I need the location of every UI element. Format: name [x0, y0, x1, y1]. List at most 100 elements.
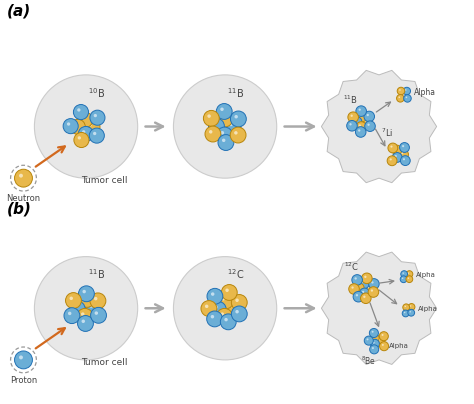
Circle shape [408, 278, 409, 279]
Circle shape [217, 120, 233, 136]
Circle shape [369, 279, 379, 289]
Circle shape [361, 293, 371, 303]
Circle shape [220, 312, 224, 316]
Circle shape [402, 272, 404, 274]
Circle shape [349, 123, 352, 126]
Circle shape [351, 117, 362, 127]
Circle shape [356, 106, 366, 116]
Text: $^{10}$B: $^{10}$B [88, 86, 105, 100]
Circle shape [367, 286, 370, 288]
Circle shape [351, 286, 354, 289]
Circle shape [362, 291, 364, 293]
Circle shape [222, 139, 226, 142]
Circle shape [350, 115, 353, 117]
Circle shape [361, 281, 364, 283]
Circle shape [209, 130, 212, 134]
Circle shape [15, 169, 32, 187]
Circle shape [35, 75, 137, 178]
Circle shape [217, 308, 232, 324]
Circle shape [358, 109, 361, 111]
Circle shape [205, 305, 209, 308]
Circle shape [382, 344, 384, 346]
Circle shape [369, 328, 378, 337]
Circle shape [361, 117, 372, 127]
Circle shape [78, 118, 93, 134]
Text: (b): (b) [7, 201, 31, 216]
Circle shape [372, 347, 374, 349]
Circle shape [210, 315, 214, 318]
Circle shape [212, 122, 216, 126]
Circle shape [205, 126, 221, 142]
Circle shape [19, 356, 23, 360]
Circle shape [408, 303, 415, 310]
Text: Alpha: Alpha [418, 306, 438, 312]
Circle shape [402, 278, 403, 279]
Circle shape [82, 320, 85, 323]
Text: $^{7}$Li: $^{7}$Li [381, 127, 393, 139]
Circle shape [15, 351, 32, 369]
Text: $^{12}$C: $^{12}$C [227, 267, 245, 282]
Circle shape [402, 310, 409, 317]
Circle shape [229, 123, 233, 126]
Circle shape [173, 75, 277, 178]
Text: Tumor cell: Tumor cell [81, 176, 127, 185]
Circle shape [370, 334, 379, 343]
Circle shape [363, 296, 365, 298]
Circle shape [222, 304, 226, 308]
Circle shape [82, 116, 85, 120]
Circle shape [388, 143, 398, 153]
Text: $^{11}$B: $^{11}$B [343, 93, 358, 106]
Circle shape [77, 108, 81, 112]
Circle shape [221, 115, 224, 118]
Circle shape [67, 122, 70, 126]
Circle shape [235, 310, 239, 314]
Text: Alpha: Alpha [414, 88, 436, 97]
Circle shape [220, 314, 236, 330]
Circle shape [373, 342, 374, 343]
Circle shape [78, 126, 93, 141]
Circle shape [73, 305, 77, 309]
Circle shape [82, 304, 86, 307]
Circle shape [378, 339, 380, 341]
Circle shape [214, 305, 218, 309]
Circle shape [221, 297, 225, 301]
Text: Alpha: Alpha [416, 272, 436, 278]
Circle shape [82, 122, 85, 126]
Circle shape [361, 286, 364, 289]
Circle shape [408, 309, 415, 316]
Circle shape [408, 272, 409, 274]
Circle shape [399, 149, 409, 160]
Circle shape [371, 289, 373, 292]
Circle shape [235, 299, 239, 302]
Polygon shape [321, 70, 437, 183]
Circle shape [404, 95, 411, 102]
Circle shape [226, 300, 242, 316]
Circle shape [403, 158, 405, 160]
Text: Alpha: Alpha [389, 343, 409, 349]
Circle shape [218, 293, 234, 309]
Circle shape [359, 124, 361, 127]
Circle shape [356, 122, 366, 132]
Circle shape [390, 158, 392, 160]
Circle shape [380, 342, 389, 351]
Circle shape [370, 339, 379, 348]
Circle shape [216, 103, 232, 120]
Circle shape [230, 304, 234, 307]
Circle shape [77, 308, 93, 324]
Circle shape [406, 97, 407, 98]
Circle shape [364, 276, 366, 278]
Circle shape [89, 128, 104, 143]
Circle shape [382, 334, 383, 336]
Circle shape [230, 111, 246, 127]
Circle shape [89, 123, 92, 126]
Circle shape [221, 124, 225, 127]
Circle shape [207, 288, 223, 304]
Circle shape [224, 318, 228, 321]
Circle shape [210, 301, 226, 318]
Circle shape [74, 123, 77, 126]
Circle shape [404, 312, 405, 313]
Polygon shape [321, 252, 437, 364]
Circle shape [348, 112, 358, 122]
Circle shape [95, 311, 98, 315]
Circle shape [400, 143, 410, 152]
